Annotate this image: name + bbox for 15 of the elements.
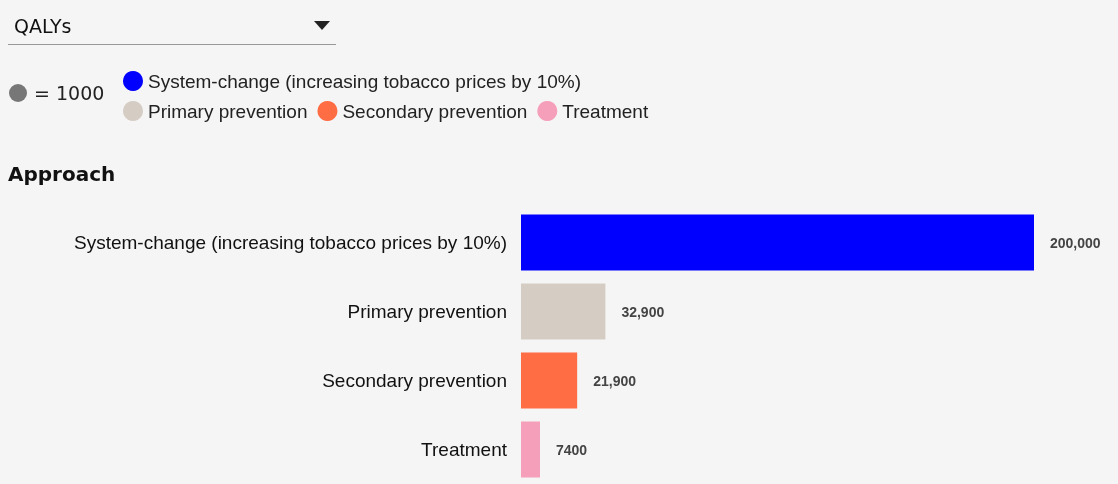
data-label: 7400	[555, 441, 588, 458]
y-axis-title: Approach	[8, 162, 116, 186]
legend-label: System-change (increasing tobacco prices by 10%)	[148, 70, 581, 92]
y-tick-label: Treatment	[421, 439, 508, 460]
y-tick-label: System-change (increasing tobacco prices by 10%)	[74, 232, 507, 253]
legend-label: Treatment	[562, 100, 649, 122]
legend-label: Primary prevention	[148, 100, 308, 122]
data-label: 200,000	[1050, 234, 1101, 251]
text: QALYs	[13, 15, 72, 37]
y-tick-label: Secondary prevention	[322, 370, 507, 391]
y-tick-label: Primary prevention	[347, 301, 507, 322]
data-label: 32,900	[621, 303, 665, 320]
data-label: 21,900	[593, 372, 637, 389]
legend-label: Secondary prevention	[342, 100, 528, 122]
text: = 1000	[34, 82, 105, 104]
